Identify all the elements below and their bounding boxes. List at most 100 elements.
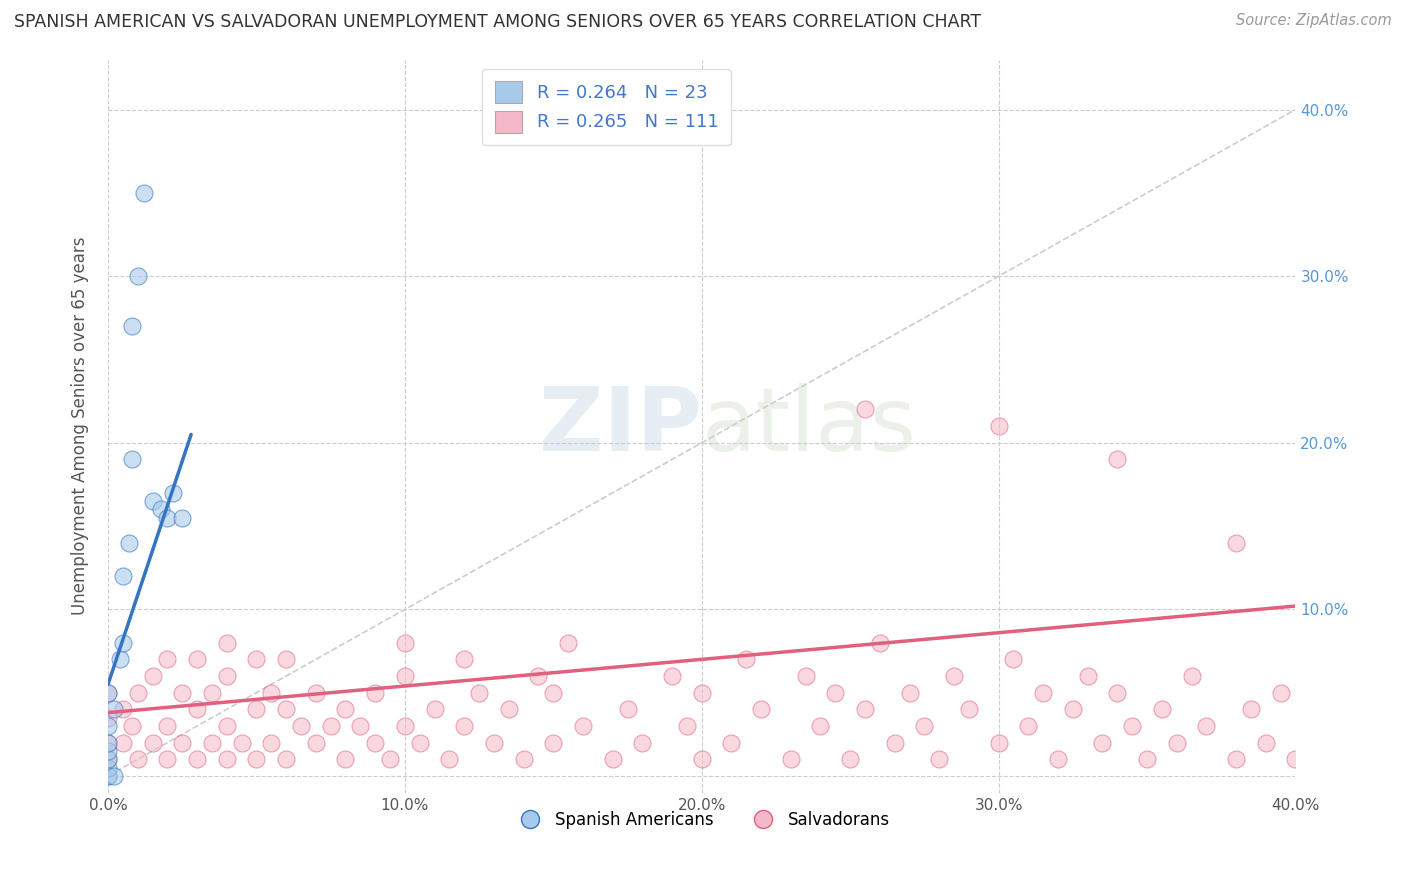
Point (127, 269, 149, 284)
Point (97, 769, 120, 783)
Point (1284, 752, 1306, 766)
Point (156, 752, 179, 766)
Point (1225, 535, 1247, 549)
Point (735, 652, 758, 666)
Point (676, 719, 699, 733)
Point (498, 702, 520, 716)
Point (1150, 702, 1173, 716)
Point (1077, 669, 1099, 683)
Point (1240, 702, 1263, 716)
Point (898, 686, 921, 700)
Point (172, 686, 194, 700)
Point (335, 702, 357, 716)
Point (720, 736, 742, 750)
Point (439, 752, 461, 766)
Point (987, 736, 1010, 750)
Point (305, 686, 328, 700)
Point (869, 636, 891, 650)
Point (111, 702, 134, 716)
Point (274, 652, 297, 666)
Point (794, 669, 817, 683)
Point (260, 686, 283, 700)
Point (274, 752, 297, 766)
Point (103, 769, 125, 783)
Point (482, 736, 505, 750)
Point (97, 686, 120, 700)
Point (1017, 719, 1039, 733)
Point (111, 569, 134, 583)
Point (453, 719, 475, 733)
Point (987, 419, 1010, 434)
Point (1107, 452, 1129, 467)
Point (201, 736, 224, 750)
Point (156, 510, 179, 524)
Point (1091, 736, 1114, 750)
Point (97, 736, 120, 750)
Point (121, 452, 143, 467)
Point (824, 686, 846, 700)
Point (127, 686, 149, 700)
Point (97, 769, 120, 783)
Point (883, 736, 905, 750)
Point (839, 752, 862, 766)
Point (543, 686, 565, 700)
Point (150, 502, 173, 516)
Point (121, 719, 143, 733)
Point (231, 736, 253, 750)
Point (690, 752, 713, 766)
Point (1046, 752, 1069, 766)
Point (602, 752, 624, 766)
Point (690, 686, 713, 700)
Text: Source: ZipAtlas.com: Source: ZipAtlas.com (1236, 13, 1392, 29)
Point (1002, 652, 1025, 666)
Point (779, 752, 801, 766)
Point (1254, 736, 1277, 750)
Point (97, 686, 120, 700)
Point (912, 719, 935, 733)
Point (349, 719, 371, 733)
Point (1195, 719, 1218, 733)
Point (215, 669, 238, 683)
Point (409, 736, 432, 750)
Text: ZIP: ZIP (538, 383, 702, 469)
Point (290, 719, 312, 733)
Point (186, 702, 208, 716)
Point (928, 752, 950, 766)
Point (1032, 686, 1054, 700)
Point (527, 669, 550, 683)
Point (1121, 719, 1143, 733)
Point (111, 736, 134, 750)
Point (394, 669, 416, 683)
Point (260, 736, 283, 750)
Point (423, 702, 446, 716)
Point (172, 736, 194, 750)
Point (631, 736, 654, 750)
Point (468, 686, 491, 700)
Point (97, 752, 120, 766)
Point (186, 652, 208, 666)
Point (572, 719, 595, 733)
Point (1270, 686, 1292, 700)
Point (557, 636, 579, 650)
Point (245, 652, 267, 666)
Point (132, 186, 155, 200)
Point (749, 702, 772, 716)
Point (141, 494, 163, 508)
Text: atlas: atlas (702, 383, 917, 469)
Point (364, 686, 387, 700)
Point (394, 636, 416, 650)
Point (97, 744, 120, 758)
Point (1107, 686, 1129, 700)
Point (1180, 669, 1202, 683)
Point (305, 736, 328, 750)
Point (810, 719, 832, 733)
Point (186, 752, 208, 766)
Point (1225, 752, 1247, 766)
Point (364, 736, 387, 750)
Point (512, 752, 534, 766)
Point (156, 652, 179, 666)
Point (1062, 702, 1084, 716)
Point (616, 702, 638, 716)
Point (118, 535, 141, 549)
Point (215, 636, 238, 650)
